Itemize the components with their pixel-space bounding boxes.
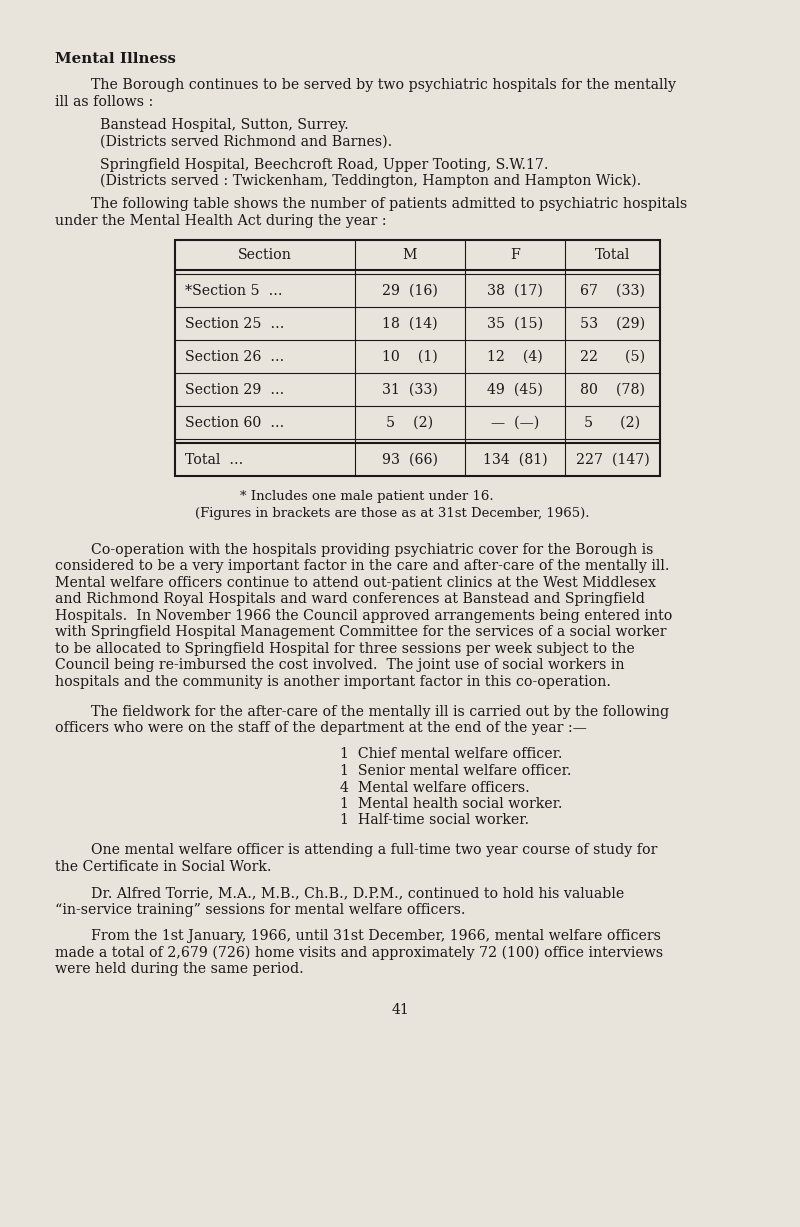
Text: Hospitals.  In November 1966 the Council approved arrangements being entered int: Hospitals. In November 1966 the Council … [55, 609, 672, 623]
Text: Total: Total [595, 248, 630, 263]
Text: Banstead Hospital, Sutton, Surrey.: Banstead Hospital, Sutton, Surrey. [100, 118, 349, 133]
Text: M: M [402, 248, 418, 263]
Text: hospitals and the community is another important factor in this co-operation.: hospitals and the community is another i… [55, 675, 611, 688]
Text: 227  (147): 227 (147) [576, 453, 650, 466]
Text: ill as follows :: ill as follows : [55, 94, 154, 109]
Text: 134  (81): 134 (81) [482, 453, 547, 466]
Text: with Springfield Hospital Management Committee for the services of a social work: with Springfield Hospital Management Com… [55, 626, 666, 639]
Text: 35  (15): 35 (15) [487, 317, 543, 330]
Text: The following table shows the number of patients admitted to psychiatric hospita: The following table shows the number of … [55, 198, 687, 211]
Text: and Richmond Royal Hospitals and ward conferences at Banstead and Springfield: and Richmond Royal Hospitals and ward co… [55, 593, 645, 606]
Text: 80    (78): 80 (78) [580, 383, 645, 396]
Text: 5      (2): 5 (2) [585, 416, 641, 429]
Text: *Section 5  ...: *Section 5 ... [185, 283, 282, 298]
Text: Section 25  ...: Section 25 ... [185, 317, 284, 330]
Text: (Districts served Richmond and Barnes).: (Districts served Richmond and Barnes). [100, 135, 392, 148]
Text: Co-operation with the hospitals providing psychiatric cover for the Borough is: Co-operation with the hospitals providin… [55, 542, 654, 557]
Text: Section 29  ...: Section 29 ... [185, 383, 284, 396]
Text: 53    (29): 53 (29) [580, 317, 645, 330]
Text: (Districts served : Twickenham, Teddington, Hampton and Hampton Wick).: (Districts served : Twickenham, Teddingt… [100, 174, 642, 189]
Text: Mental Illness: Mental Illness [55, 52, 176, 66]
Text: Section 26  ...: Section 26 ... [185, 350, 284, 363]
Text: 10    (1): 10 (1) [382, 350, 438, 363]
Text: (Figures in brackets are those as at 31st December, 1965).: (Figures in brackets are those as at 31s… [195, 507, 590, 519]
Text: 1  Chief mental welfare officer.: 1 Chief mental welfare officer. [340, 747, 562, 762]
Text: Dr. Alfred Torrie, M.A., M.B., Ch.B., D.P.M., continued to hold his valuable: Dr. Alfred Torrie, M.A., M.B., Ch.B., D.… [55, 886, 624, 901]
Text: “in-service training” sessions for mental welfare officers.: “in-service training” sessions for menta… [55, 903, 466, 917]
Text: Springfield Hospital, Beechcroft Road, Upper Tooting, S.W.17.: Springfield Hospital, Beechcroft Road, U… [100, 157, 549, 172]
Text: 67    (33): 67 (33) [580, 283, 645, 298]
Text: Council being re-imbursed the cost involved.  The joint use of social workers in: Council being re-imbursed the cost invol… [55, 659, 625, 672]
Text: 93  (66): 93 (66) [382, 453, 438, 466]
Text: Section: Section [238, 248, 292, 263]
Text: under the Mental Health Act during the year :: under the Mental Health Act during the y… [55, 213, 386, 228]
Text: 5    (2): 5 (2) [386, 416, 434, 429]
Text: 22      (5): 22 (5) [580, 350, 645, 363]
Text: 1  Half-time social worker.: 1 Half-time social worker. [340, 814, 529, 827]
Text: considered to be a very important factor in the care and after-care of the menta: considered to be a very important factor… [55, 560, 670, 573]
Text: F: F [510, 248, 520, 263]
Text: 38  (17): 38 (17) [487, 283, 543, 298]
Text: 41: 41 [391, 1004, 409, 1017]
Text: made a total of 2,679 (726) home visits and approximately 72 (100) office interv: made a total of 2,679 (726) home visits … [55, 946, 663, 960]
Text: 1  Senior mental welfare officer.: 1 Senior mental welfare officer. [340, 764, 571, 778]
Text: to be allocated to Springfield Hospital for three sessions per week subject to t: to be allocated to Springfield Hospital … [55, 642, 634, 656]
Text: Mental welfare officers continue to attend out-patient clinics at the West Middl: Mental welfare officers continue to atte… [55, 575, 656, 590]
Text: From the 1st January, 1966, until 31st December, 1966, mental welfare officers: From the 1st January, 1966, until 31st D… [55, 929, 661, 944]
Text: * Includes one male patient under 16.: * Includes one male patient under 16. [240, 490, 494, 503]
Text: 12    (4): 12 (4) [487, 350, 543, 363]
Text: officers who were on the staff of the department at the end of the year :—: officers who were on the staff of the de… [55, 721, 587, 735]
Text: were held during the same period.: were held during the same period. [55, 962, 304, 975]
Text: Section 60  ...: Section 60 ... [185, 416, 284, 429]
Text: 4  Mental welfare officers.: 4 Mental welfare officers. [340, 780, 530, 795]
Text: One mental welfare officer is attending a full-time two year course of study for: One mental welfare officer is attending … [55, 843, 658, 858]
Text: 49  (45): 49 (45) [487, 383, 543, 396]
Text: The fieldwork for the after-care of the mentally ill is carried out by the follo: The fieldwork for the after-care of the … [55, 704, 669, 719]
Text: 18  (14): 18 (14) [382, 317, 438, 330]
Text: the Certificate in Social Work.: the Certificate in Social Work. [55, 860, 271, 874]
Text: Total  ...: Total ... [185, 453, 243, 466]
Text: 29  (16): 29 (16) [382, 283, 438, 298]
Text: —  (—): — (—) [491, 416, 539, 429]
Text: 31  (33): 31 (33) [382, 383, 438, 396]
Bar [175, 240, 660, 476]
Text: The Borough continues to be served by two psychiatric hospitals for the mentally: The Borough continues to be served by tw… [55, 79, 676, 92]
Text: 1  Mental health social worker.: 1 Mental health social worker. [340, 798, 562, 811]
